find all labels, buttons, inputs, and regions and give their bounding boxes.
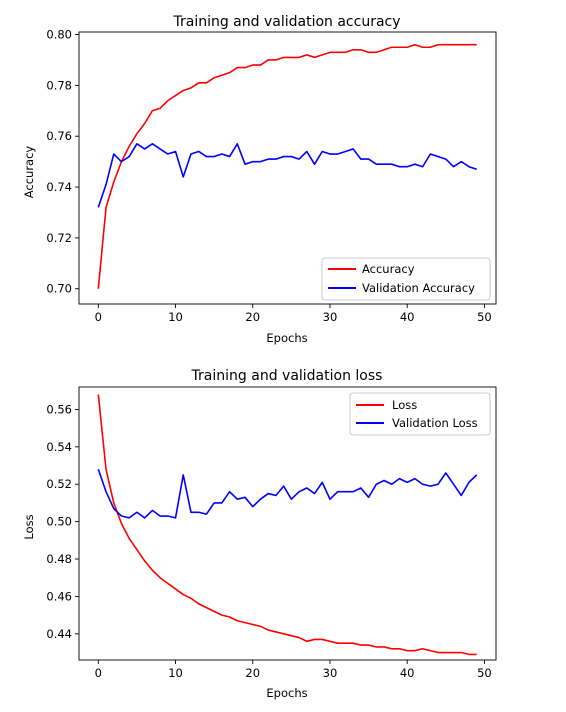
legend-label-validation-loss: Validation Loss [392, 416, 478, 430]
loss-chart-y-tick-label: 0.48 [46, 552, 72, 566]
loss-chart-axes: 0 10 20 30 40 50 0.44 0.46 0.48 0.50 0.52 0.54 0.56 [46, 386, 497, 680]
accuracy-chart-x-tick-label: 30 [323, 310, 338, 324]
accuracy-chart-plot-area [97, 43, 477, 289]
accuracy-chart-title: Training and validation accuracy [172, 14, 400, 30]
accuracy-chart-series-validation-accuracy [97, 143, 477, 208]
loss-chart-plot-area [97, 394, 478, 656]
accuracy-chart-x-tick-label: 40 [400, 310, 415, 324]
loss-chart-y-tick-label: 0.52 [46, 477, 72, 491]
accuracy-chart-series-accuracy [97, 43, 477, 289]
loss-chart-x-tick-label: 20 [245, 666, 260, 680]
loss-chart-y-tick-label: 0.44 [46, 627, 72, 641]
legend-label-loss: Loss [392, 398, 417, 412]
loss-chart-x-axis-label: Epochs [266, 686, 307, 700]
accuracy-chart-legend: Accuracy Validation Accuracy [321, 257, 491, 301]
accuracy-chart-x-tick-label: 50 [477, 310, 492, 324]
loss-chart-y-tick-label: 0.46 [46, 589, 72, 603]
loss-chart-frame [78, 386, 497, 661]
loss-chart-x-tick-label: 50 [477, 666, 492, 680]
loss-chart-legend: Loss Validation Loss [349, 392, 491, 436]
accuracy-chart-x-axis-label: Epochs [266, 331, 307, 345]
accuracy-chart-x-tick-label: 20 [245, 310, 260, 324]
accuracy-chart-axes: 0 10 20 30 40 50 0.70 0.72 0.74 0.76 0.78 0.80 [46, 28, 497, 324]
accuracy-chart-y-tick-label: 0.74 [46, 180, 72, 194]
legend-label-validation-accuracy: Validation Accuracy [362, 281, 475, 295]
loss-chart: Training and validation loss Epochs Loss… [22, 368, 497, 700]
loss-chart-series-validation-loss [97, 469, 478, 519]
accuracy-chart-y-tick-label: 0.70 [46, 282, 72, 296]
accuracy-chart: Training and validation accuracy Epochs … [22, 14, 497, 345]
loss-chart-x-tick-label: 10 [168, 666, 183, 680]
loss-chart-y-tick-label: 0.50 [46, 515, 72, 529]
loss-chart-y-tick-label: 0.54 [46, 440, 72, 454]
loss-chart-x-tick-label: 30 [323, 666, 338, 680]
legend-frame [349, 392, 491, 436]
loss-chart-x-tick-label: 0 [95, 666, 102, 680]
accuracy-chart-y-tick-label: 0.78 [46, 78, 72, 92]
accuracy-chart-y-tick-label: 0.80 [46, 28, 72, 42]
legend-frame [321, 257, 491, 301]
accuracy-chart-x-tick-label: 10 [168, 310, 183, 324]
loss-chart-series-loss [97, 394, 477, 656]
loss-chart-x-tick-label: 40 [400, 666, 415, 680]
accuracy-chart-frame [78, 31, 497, 305]
accuracy-chart-y-tick-label: 0.76 [46, 129, 72, 143]
loss-chart-y-tick-label: 0.56 [46, 402, 72, 416]
accuracy-chart-y-tick-label: 0.72 [46, 231, 72, 245]
accuracy-chart-y-axis-label: Accuracy [22, 146, 36, 199]
accuracy-chart-x-tick-label: 0 [95, 310, 102, 324]
loss-chart-title: Training and validation loss [191, 368, 383, 384]
loss-chart-y-axis-label: Loss [22, 514, 36, 539]
legend-label-accuracy: Accuracy [362, 262, 415, 276]
